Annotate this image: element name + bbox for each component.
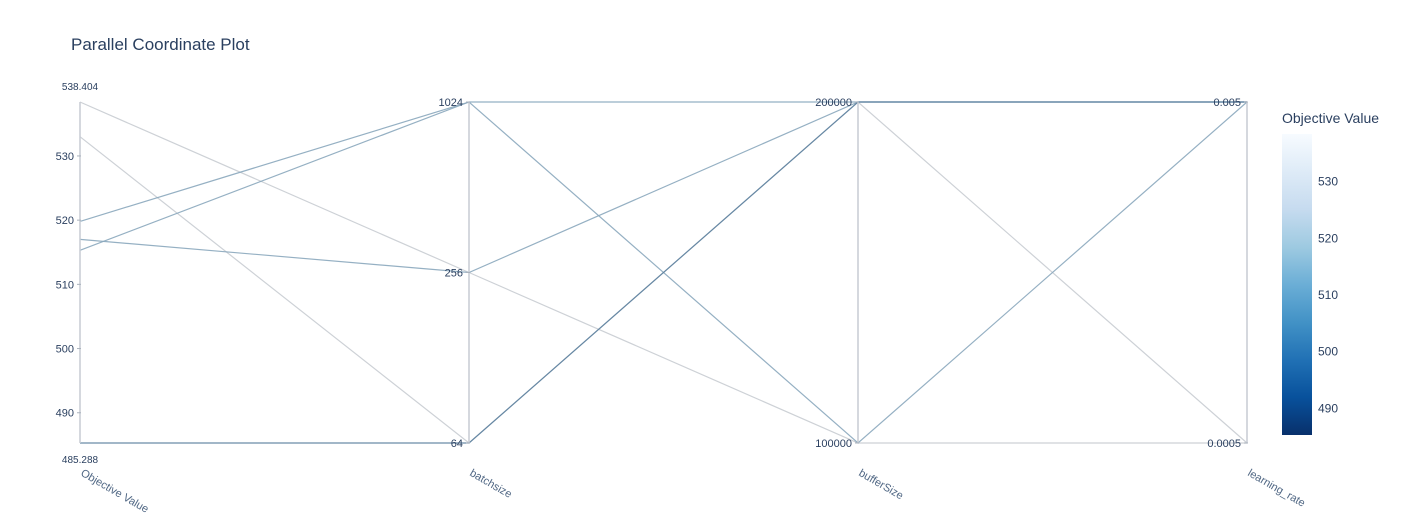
axis-tick-label: 200000: [815, 97, 852, 109]
trial-line-1: [79, 101, 1247, 444]
axis-label-4: learning_rate: [1246, 467, 1308, 510]
trial-lines: [79, 101, 1248, 444]
axis-tick-label: 0.0005: [1207, 438, 1241, 450]
axis-tick-label: 500: [56, 344, 74, 356]
colorbar-tick-label: 500: [1318, 345, 1338, 359]
axis-tick-label: 100000: [815, 438, 852, 450]
axis-tick-label: 520: [56, 215, 74, 227]
axis-label-1: Objective Value: [79, 467, 151, 516]
axis-tick-label: 490: [56, 408, 74, 420]
axis-tick-label: 1024: [439, 97, 463, 109]
colorbar-tick-label: 490: [1318, 401, 1338, 415]
trial-line-6: [80, 101, 1247, 444]
colorbar-tick-label: 530: [1318, 175, 1338, 189]
axis-label-2: batchsize: [468, 467, 514, 501]
colorbar-tick-label: 510: [1318, 288, 1338, 302]
axis-min-label: 485.288: [62, 455, 99, 466]
colorbar-title: Objective Value: [1282, 110, 1379, 126]
axis-tick-label: 0.005: [1213, 97, 1241, 109]
colorbar-gradient: [1282, 134, 1312, 435]
axis-tick-label: 510: [56, 279, 74, 291]
trial-line-5: [79, 101, 1247, 251]
colorbar: Objective Value 490 500 510 520 530: [1282, 110, 1379, 435]
colorbar-tick-label: 520: [1318, 231, 1338, 245]
axis-tick-label: 256: [445, 268, 463, 280]
chart-title: Parallel Coordinate Plot: [71, 35, 250, 54]
axis-label-3: bufferSize: [857, 467, 906, 502]
axis-max-label: 538.404: [62, 82, 99, 93]
trial-line-4: [79, 101, 1247, 274]
axis-tick-label: 530: [56, 151, 74, 163]
axis-tick-label: 64: [451, 438, 463, 450]
